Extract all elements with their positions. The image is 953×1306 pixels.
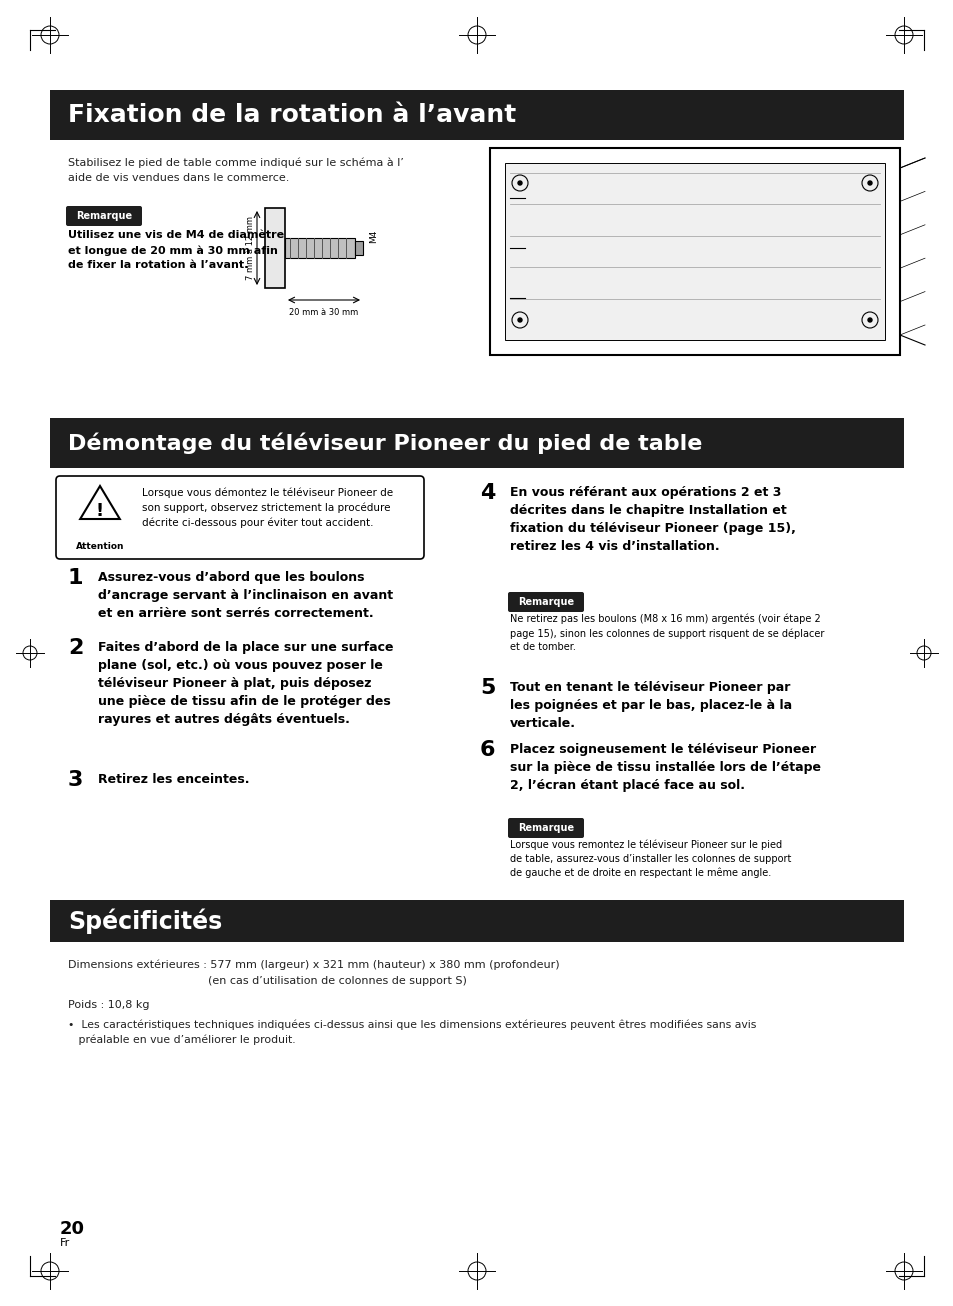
Text: Lorsque vous remontez le téléviseur Pioneer sur le pied
de table, assurez-vous d: Lorsque vous remontez le téléviseur Pion… <box>510 840 791 879</box>
Circle shape <box>517 317 521 323</box>
Text: 3: 3 <box>68 771 83 790</box>
Text: (en cas d’utilisation de colonnes de support S): (en cas d’utilisation de colonnes de sup… <box>208 976 466 986</box>
Circle shape <box>867 317 871 323</box>
Text: M4: M4 <box>369 230 377 243</box>
Text: En vous référant aux opérations 2 et 3
décrites dans le chapitre Installation et: En vous référant aux opérations 2 et 3 d… <box>510 486 795 552</box>
Bar <box>265 208 285 289</box>
Text: Dimensions extérieures : 577 mm (largeur) x 321 mm (hauteur) x 380 mm (profondeu: Dimensions extérieures : 577 mm (largeur… <box>68 960 559 970</box>
Text: Ne retirez pas les boulons (M8 x 16 mm) argentés (voir étape 2
page 15), sinon l: Ne retirez pas les boulons (M8 x 16 mm) … <box>510 614 823 653</box>
FancyBboxPatch shape <box>507 818 583 838</box>
Text: Remarque: Remarque <box>517 823 574 833</box>
Text: Faites d’abord de la place sur une surface
plane (sol, etc.) où vous pouvez pose: Faites d’abord de la place sur une surfa… <box>98 641 393 726</box>
Text: Spécificités: Spécificités <box>68 908 222 934</box>
Circle shape <box>867 182 871 185</box>
Text: Attention: Attention <box>75 542 124 551</box>
Bar <box>50 418 903 468</box>
Text: Lorsque vous démontez le téléviseur Pioneer de
son support, observez strictement: Lorsque vous démontez le téléviseur Pion… <box>142 488 393 528</box>
Text: 20: 20 <box>60 1220 85 1238</box>
Bar <box>355 242 363 255</box>
Text: Remarque: Remarque <box>76 212 132 221</box>
Bar <box>50 90 903 140</box>
Text: Placez soigneusement le téléviseur Pioneer
sur la pièce de tissu installée lors : Placez soigneusement le téléviseur Pione… <box>510 743 821 791</box>
Bar <box>490 148 899 355</box>
Text: Tout en tenant le téléviseur Pioneer par
les poignées et par le bas, placez-le à: Tout en tenant le téléviseur Pioneer par… <box>510 680 791 730</box>
Text: 1: 1 <box>68 568 84 588</box>
Text: 20 mm à 30 mm: 20 mm à 30 mm <box>289 308 358 317</box>
Bar <box>504 163 884 340</box>
Bar <box>285 238 355 259</box>
Text: Remarque: Remarque <box>517 597 574 607</box>
Bar <box>50 900 903 942</box>
Text: 5: 5 <box>479 678 495 697</box>
Text: Démontage du téléviseur Pioneer du pied de table: Démontage du téléviseur Pioneer du pied … <box>68 432 701 453</box>
Text: 2: 2 <box>68 639 83 658</box>
Text: •  Les caractéristiques techniques indiquées ci-dessus ainsi que les dimensions : • Les caractéristiques techniques indiqu… <box>68 1020 756 1045</box>
Text: !: ! <box>96 502 104 520</box>
Polygon shape <box>80 486 120 518</box>
Text: Fixation de la rotation à l’avant: Fixation de la rotation à l’avant <box>68 103 516 127</box>
Text: 6: 6 <box>479 741 495 760</box>
Text: Poids : 10,8 kg: Poids : 10,8 kg <box>68 1000 150 1010</box>
Text: 4: 4 <box>479 483 495 503</box>
Text: Fr: Fr <box>60 1238 71 1249</box>
Text: Stabilisez le pied de table comme indiqué sur le schéma à l’
aide de vis vendues: Stabilisez le pied de table comme indiqu… <box>68 158 403 183</box>
FancyBboxPatch shape <box>56 475 423 559</box>
Text: Utilisez une vis de M4 de diamètre
et longue de 20 mm à 30 mm afin
de fixer la r: Utilisez une vis de M4 de diamètre et lo… <box>68 230 284 270</box>
Text: Retirez les enceintes.: Retirez les enceintes. <box>98 773 250 786</box>
Text: 7 mm à 12 mm: 7 mm à 12 mm <box>246 215 254 279</box>
Text: Assurez-vous d’abord que les boulons
d’ancrage servant à l’inclinaison en avant
: Assurez-vous d’abord que les boulons d’a… <box>98 571 393 620</box>
FancyBboxPatch shape <box>507 592 583 613</box>
FancyBboxPatch shape <box>66 206 142 226</box>
Circle shape <box>517 182 521 185</box>
